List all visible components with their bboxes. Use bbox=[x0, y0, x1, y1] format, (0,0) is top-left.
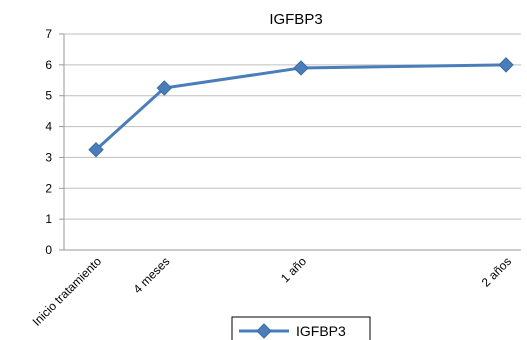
x-tick-label-1: Inicio tratamiento bbox=[30, 254, 105, 329]
series-line-igfbp3 bbox=[94, 63, 507, 151]
series-lines bbox=[94, 63, 507, 151]
y-tick-label-5: 5 bbox=[45, 89, 52, 103]
y-tick-label-6: 6 bbox=[45, 58, 52, 72]
data-points bbox=[88, 57, 514, 158]
y-axis-tick-labels: 0 1 2 3 4 5 6 7 bbox=[45, 27, 52, 257]
chart-title: IGFBP3 bbox=[269, 11, 322, 28]
y-tick-label-2: 2 bbox=[45, 181, 52, 195]
data-point-1 bbox=[88, 142, 104, 158]
y-tick-label-1: 1 bbox=[45, 212, 52, 226]
y-tick-label-7: 7 bbox=[45, 27, 52, 41]
gridlines bbox=[64, 33, 521, 220]
y-tick-label-0: 0 bbox=[45, 243, 52, 257]
x-axis bbox=[59, 33, 521, 251]
data-point-3 bbox=[293, 60, 309, 76]
legend-diamond-marker bbox=[256, 323, 272, 339]
x-tick-label-3: 1 año bbox=[278, 254, 309, 285]
y-tick-label-4: 4 bbox=[45, 120, 52, 134]
legend-label-igfbp3: IGFBP3 bbox=[296, 323, 346, 339]
legend: IGFBP3 bbox=[231, 316, 371, 340]
data-point-2 bbox=[156, 80, 173, 96]
y-tick-label-3: 3 bbox=[45, 150, 52, 164]
x-tick-label-2: 4 meses bbox=[130, 254, 172, 296]
data-point-4 bbox=[498, 57, 514, 73]
x-tick-label-4: 2 años bbox=[479, 254, 514, 289]
